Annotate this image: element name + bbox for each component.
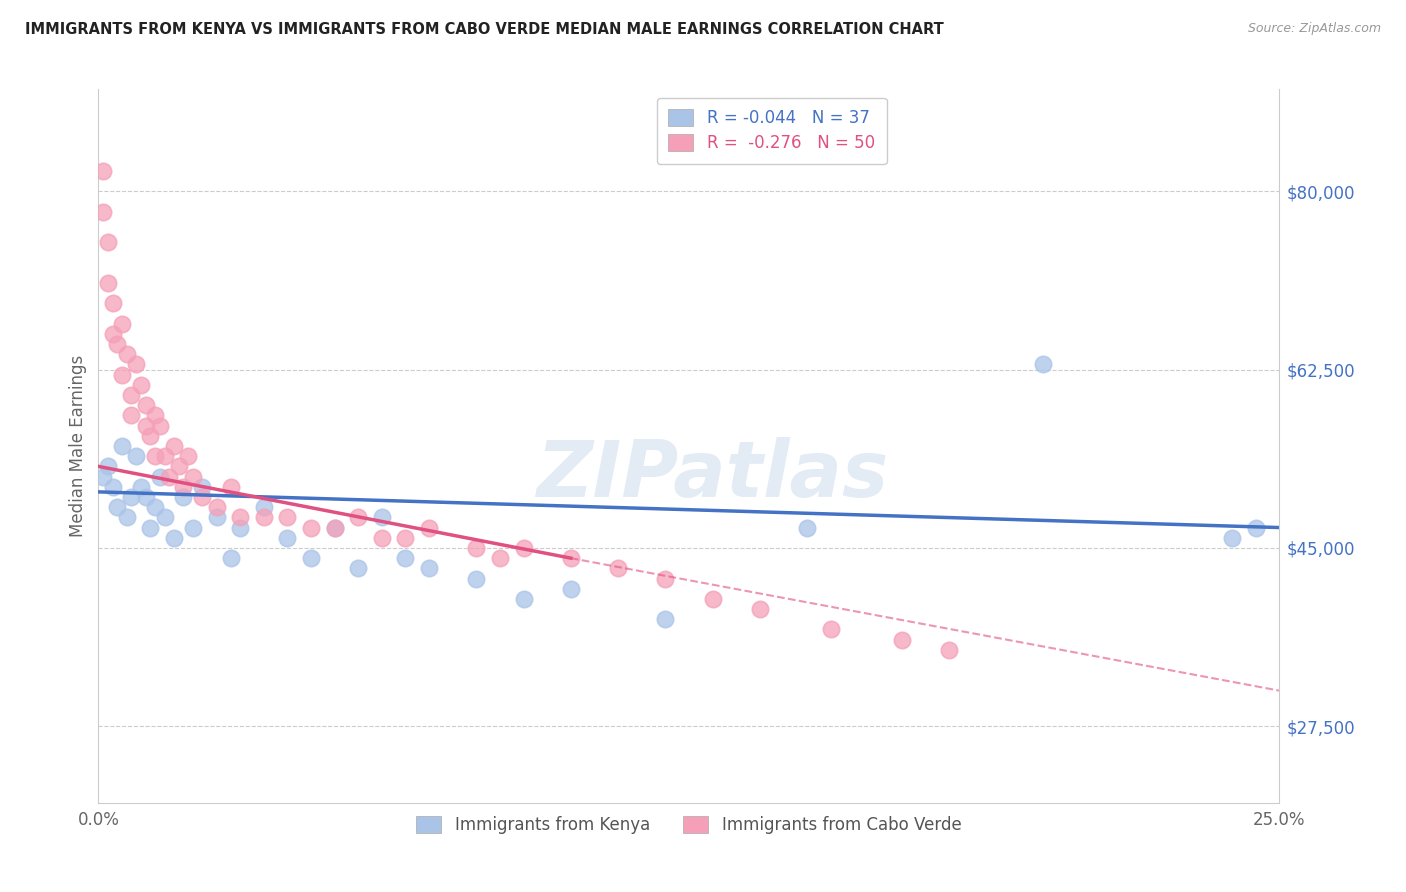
Point: [167, 459, 190, 474]
Point: [219, 551, 242, 566]
Point: [163, 531, 186, 545]
Point: [153, 510, 176, 524]
Point: [465, 572, 488, 586]
Point: [938, 643, 960, 657]
Point: [139, 429, 162, 443]
Point: [229, 520, 252, 534]
Point: [111, 368, 134, 382]
Point: [135, 398, 157, 412]
Point: [125, 449, 148, 463]
Point: [105, 500, 128, 515]
Point: [105, 337, 128, 351]
Legend: Immigrants from Kenya, Immigrants from Cabo Verde: Immigrants from Kenya, Immigrants from C…: [409, 809, 969, 841]
Point: [153, 449, 176, 463]
Point: [135, 418, 157, 433]
Point: [890, 632, 912, 647]
Point: [323, 520, 346, 534]
Text: IMMIGRANTS FROM KENYA VS IMMIGRANTS FROM CABO VERDE MEDIAN MALE EARNINGS CORRELA: IMMIGRANTS FROM KENYA VS IMMIGRANTS FROM…: [25, 22, 943, 37]
Text: ZIPatlas: ZIPatlas: [537, 436, 889, 513]
Point: [97, 459, 120, 474]
Point: [115, 510, 138, 524]
Point: [149, 469, 172, 483]
Point: [101, 296, 124, 310]
Point: [149, 418, 172, 433]
Point: [702, 591, 724, 606]
Text: Source: ZipAtlas.com: Source: ZipAtlas.com: [1247, 22, 1381, 36]
Point: [489, 551, 512, 566]
Point: [129, 480, 152, 494]
Point: [101, 480, 124, 494]
Point: [796, 520, 818, 534]
Point: [299, 520, 322, 534]
Point: [97, 235, 120, 249]
Point: [91, 163, 114, 178]
Point: [465, 541, 488, 555]
Point: [115, 347, 138, 361]
Point: [253, 510, 276, 524]
Point: [347, 561, 370, 575]
Point: [219, 480, 242, 494]
Point: [91, 469, 114, 483]
Point: [177, 449, 200, 463]
Point: [125, 358, 148, 372]
Point: [157, 469, 180, 483]
Point: [394, 531, 416, 545]
Point: [418, 520, 440, 534]
Point: [101, 326, 124, 341]
Point: [121, 490, 143, 504]
Point: [143, 449, 166, 463]
Point: [347, 510, 370, 524]
Point: [143, 500, 166, 515]
Point: [654, 572, 676, 586]
Point: [654, 612, 676, 626]
Point: [276, 531, 298, 545]
Point: [121, 388, 143, 402]
Point: [143, 409, 166, 423]
Point: [181, 469, 204, 483]
Point: [172, 490, 194, 504]
Point: [97, 276, 120, 290]
Point: [111, 317, 134, 331]
Point: [253, 500, 276, 515]
Point: [1032, 358, 1054, 372]
Point: [607, 561, 630, 575]
Point: [111, 439, 134, 453]
Point: [371, 510, 394, 524]
Point: [820, 623, 842, 637]
Point: [191, 490, 214, 504]
Point: [172, 480, 194, 494]
Point: [181, 520, 204, 534]
Point: [205, 500, 228, 515]
Point: [139, 520, 162, 534]
Point: [371, 531, 394, 545]
Point: [1220, 531, 1243, 545]
Point: [129, 377, 152, 392]
Point: [91, 204, 114, 219]
Point: [418, 561, 440, 575]
Point: [323, 520, 346, 534]
Point: [191, 480, 214, 494]
Point: [276, 510, 298, 524]
Point: [135, 490, 157, 504]
Point: [560, 582, 582, 596]
Point: [121, 409, 143, 423]
Point: [229, 510, 252, 524]
Y-axis label: Median Male Earnings: Median Male Earnings: [69, 355, 87, 537]
Point: [560, 551, 582, 566]
Point: [299, 551, 322, 566]
Point: [163, 439, 186, 453]
Point: [512, 591, 534, 606]
Point: [1244, 520, 1267, 534]
Point: [512, 541, 534, 555]
Point: [748, 602, 770, 616]
Point: [394, 551, 416, 566]
Point: [205, 510, 228, 524]
